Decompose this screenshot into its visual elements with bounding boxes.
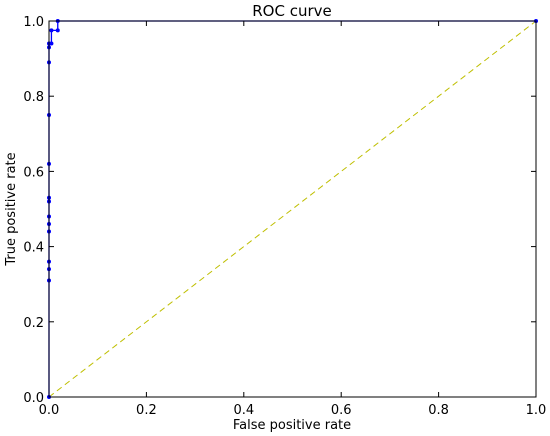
diagonal-line bbox=[48, 20, 537, 398]
x-tick-label: 0.0 bbox=[39, 403, 60, 418]
y-tick-label: 0.6 bbox=[23, 165, 44, 180]
x-tick-label: 0.2 bbox=[136, 403, 157, 418]
x-tick-label: 0.8 bbox=[428, 403, 449, 418]
chart-title: ROC curve bbox=[252, 2, 332, 20]
x-axis-label: False positive rate bbox=[233, 418, 351, 433]
y-axis-label: True positive rate bbox=[4, 152, 19, 266]
roc-data-point bbox=[49, 41, 54, 46]
x-tick-label: 0.6 bbox=[331, 403, 352, 418]
y-tick-label: 0.8 bbox=[23, 90, 44, 105]
tick-layer: 0.0 0.2 0.4 0.6 0.8 1.0 0.0 0.2 0.4 0.6 0.8 1.0 bbox=[23, 15, 546, 418]
y-tick-label: 0.0 bbox=[23, 391, 44, 406]
x-tick-label: 0.4 bbox=[233, 403, 254, 418]
x-tick-label: 1.0 bbox=[526, 403, 547, 418]
roc-data-point bbox=[49, 28, 54, 33]
y-tick-label: 1.0 bbox=[23, 15, 44, 30]
y-tick-label: 0.4 bbox=[23, 241, 44, 256]
diagonal-layer bbox=[48, 20, 537, 398]
plot-frame bbox=[48, 20, 537, 398]
y-tick-label: 0.2 bbox=[23, 316, 44, 331]
roc-data-point bbox=[55, 28, 60, 33]
